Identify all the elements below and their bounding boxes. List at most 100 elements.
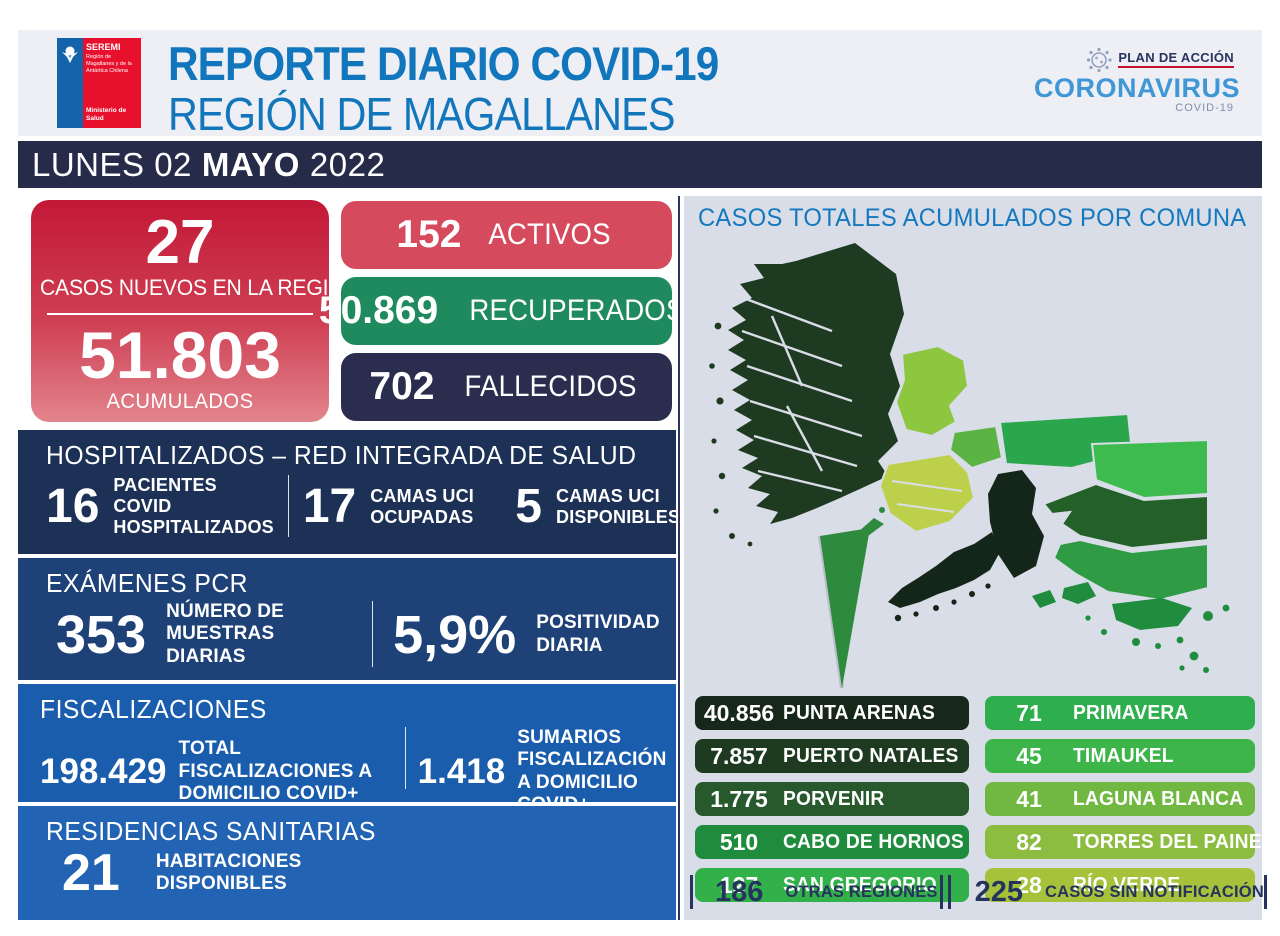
new-cases-label: CASOS NUEVOS EN LA REGIÓN <box>39 275 360 301</box>
icu-available-value: 5 <box>515 479 542 533</box>
map-pointer-tail <box>858 518 884 536</box>
commune-label: LAGUNA BLANCA <box>1073 787 1244 810</box>
residences-title: RESIDENCIAS SANITARIAS <box>46 816 376 846</box>
footer-double-bar <box>939 875 951 909</box>
seremi-logo: SEREMI Región de Magallanes y de la Antá… <box>57 38 141 128</box>
hospitalized-patients-label: PACIENTES COVID HOSPITALIZADOS <box>113 475 274 538</box>
map-islet-tail <box>879 507 885 513</box>
recovered-pill: 50.869 RECUPERADOS <box>319 277 685 345</box>
footer-bar <box>690 875 693 909</box>
map-islets-west <box>709 322 753 547</box>
hospitalized-section: HOSPITALIZADOS – RED INTEGRADA DE SALUD … <box>18 430 680 554</box>
commune-value: 510 <box>719 828 759 855</box>
total-inspections-label: TOTAL FISCALIZACIONES A DOMICILIO COVID+ <box>178 738 372 805</box>
new-cases-value: 27 <box>145 208 215 277</box>
inspections-title: FISCALIZACIONES <box>40 694 267 724</box>
rio-verde-water-lines <box>891 480 963 513</box>
logo-region: Región de Magallanes y de la Antártica C… <box>86 53 132 74</box>
title-line-2: REGIÓN DE MAGALLANES <box>168 88 675 140</box>
header: SEREMI Región de Magallanes y de la Antá… <box>18 30 1262 140</box>
communes-panel: CASOS TOTALES ACUMULADOS POR COMUNA <box>684 196 1267 920</box>
unnotified-cases-label: CASOS SIN NOTIFICACIÓN <box>1045 882 1264 901</box>
map-region-pointer-peninsula <box>820 528 870 688</box>
rooms-available-value: 21 <box>62 844 120 902</box>
divider <box>287 475 289 537</box>
commune-row-timaukel: 45 TIMAUKEL <box>985 739 1255 773</box>
logo-seremi: SEREMI <box>86 42 121 52</box>
pcr-samples-label: NÚMERO DE MUESTRAS DIARIAS <box>166 601 285 667</box>
other-regions-value: 186 <box>715 875 764 908</box>
pcr-section: EXÁMENES PCR 353 NÚMERO DE MUESTRAS DIAR… <box>18 558 676 680</box>
icu-occupied-value: 17 <box>302 479 357 533</box>
deceased-value: 702 <box>369 365 435 408</box>
date-year: 2022 <box>309 145 386 183</box>
map-islets-dark <box>894 583 991 622</box>
residences-section: RESIDENCIAS SANITARIAS 21 HABITACIONES D… <box>18 806 676 920</box>
commune-row-primavera: 71 PRIMAVERA <box>985 696 1255 730</box>
commune-value: 71 <box>1016 699 1042 726</box>
unnotified-cases-item: 225 CASOS SIN NOTIFICACIÓN <box>953 876 1264 909</box>
other-regions-item: 186 OTRAS REGIONES <box>693 876 938 909</box>
active-value: 152 <box>396 213 462 256</box>
date-day: LUNES 02 <box>32 145 192 183</box>
active-cases-pill: 152 ACTIVOS <box>341 201 672 269</box>
commune-value: 45 <box>1016 742 1042 769</box>
title-line-1: REPORTE DIARIO COVID-19 <box>168 37 719 90</box>
commune-row-puerto-natales: 7.857 PUERTO NATALES <box>695 739 969 773</box>
commune-row-cabo-de-hornos: 510 CABO DE HORNOS <box>695 825 969 859</box>
commune-label: TORRES DEL PAINE <box>1073 830 1262 853</box>
recovered-value: 50.869 <box>318 289 439 332</box>
commune-label: PUNTA ARENAS <box>783 701 935 724</box>
new-cases-card: 27 CASOS NUEVOS EN LA REGIÓN 51.803 ACUM… <box>31 200 360 422</box>
divider <box>372 601 374 667</box>
commune-row-porvenir: 1.775 PORVENIR <box>695 782 969 816</box>
hospitalized-patients-value: 16 <box>46 479 100 533</box>
map-region-punta-arenas <box>988 470 1044 578</box>
divider <box>404 727 406 789</box>
commune-label: CABO DE HORNOS <box>783 830 964 853</box>
other-regions-label: OTRAS REGIONES <box>785 882 938 901</box>
active-label: ACTIVOS <box>488 218 612 251</box>
map-region-natales <box>728 243 904 524</box>
fjord-lines <box>737 294 863 493</box>
coronavirus-wordmark: CORONAVIRUS <box>1034 73 1241 103</box>
date-bar: LUNES 02 MAYO 2022 <box>18 141 1262 188</box>
magallanes-map-svg <box>709 243 1230 689</box>
virus-icon <box>1087 47 1112 72</box>
coronavirus-plan-logo: PLAN DE ACCIÓN CORONAVIRUS COVID-19 <box>1034 46 1241 114</box>
deceased-label: FALLECIDOS <box>463 370 637 403</box>
commune-label: PORVENIR <box>783 787 885 810</box>
footer-bar <box>1263 875 1267 909</box>
unnotified-cases-value: 225 <box>974 875 1024 908</box>
deceased-pill: 702 FALLECIDOS <box>341 353 672 421</box>
accumulated-label: ACUMULADOS <box>106 390 254 414</box>
recovered-label: RECUPERADOS <box>469 294 685 327</box>
commune-value: 82 <box>1016 828 1042 855</box>
commune-value: 1.775 <box>710 785 768 812</box>
region-map <box>692 236 1252 696</box>
rooms-available-label: HABITACIONES DISPONIBLES <box>155 850 302 894</box>
pcr-title: EXÁMENES PCR <box>46 568 248 598</box>
communes-footer: 186 OTRAS REGIONES 225 CASOS SIN NOTIFIC… <box>690 874 1267 910</box>
map-region-primavera <box>1090 438 1209 500</box>
total-inspections-value: 198.429 <box>40 752 167 792</box>
map-region-punta-arenas-fjords <box>888 532 1000 608</box>
commune-row-san-gregorio: 127 SAN GREGORIO <box>695 868 969 902</box>
coat-of-arms-icon <box>57 38 83 128</box>
icu-occupied-label: CAMAS UCI OCUPADAS <box>370 485 475 527</box>
hospitalized-title: HOSPITALIZADOS – RED INTEGRADA DE SALUD <box>46 440 637 470</box>
commune-value: 28 <box>1016 871 1042 898</box>
commune-label: RÍO VERDE <box>1073 873 1181 896</box>
divider <box>47 313 313 316</box>
summaries-label: SUMARIOS FISCALIZACIÓN A DOMICILIO COVID… <box>517 727 667 816</box>
commune-row-laguna-blanca: 41 LAGUNA BLANCA <box>985 782 1255 816</box>
positivity-label: POSITIVIDAD DIARIA <box>536 612 660 656</box>
page-title: REPORTE DIARIO COVID-19 REGIÓN DE MAGALL… <box>168 36 780 141</box>
commune-row-torres-del-paine: 82 TORRES DEL PAINE <box>985 825 1262 859</box>
plan-de-accion-label: PLAN DE ACCIÓN <box>1118 50 1234 68</box>
commune-label: PUERTO NATALES <box>783 744 959 767</box>
map-region-porvenir <box>1042 482 1209 550</box>
logo-ministry: Ministerio de Salud <box>86 107 127 123</box>
positivity-value: 5,9% <box>393 604 517 665</box>
